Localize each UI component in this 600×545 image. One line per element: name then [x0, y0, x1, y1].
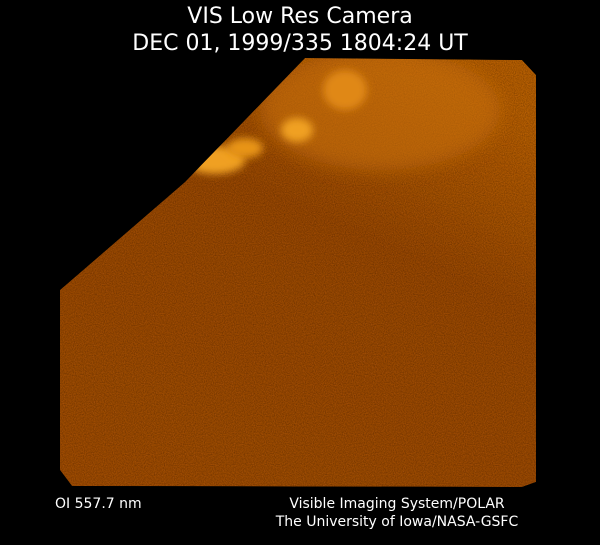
filter-label: OI 557.7 nm [55, 496, 142, 512]
auroral-oval [60, 58, 536, 487]
credit-line: Visible Imaging System/POLAR [289, 496, 505, 512]
title: VIS Low Res Camera [187, 4, 412, 29]
timestamp: DEC 01, 1999/335 1804:24 UT [132, 31, 468, 56]
credit-line: The University of Iowa/NASA-GSFC [275, 514, 519, 530]
